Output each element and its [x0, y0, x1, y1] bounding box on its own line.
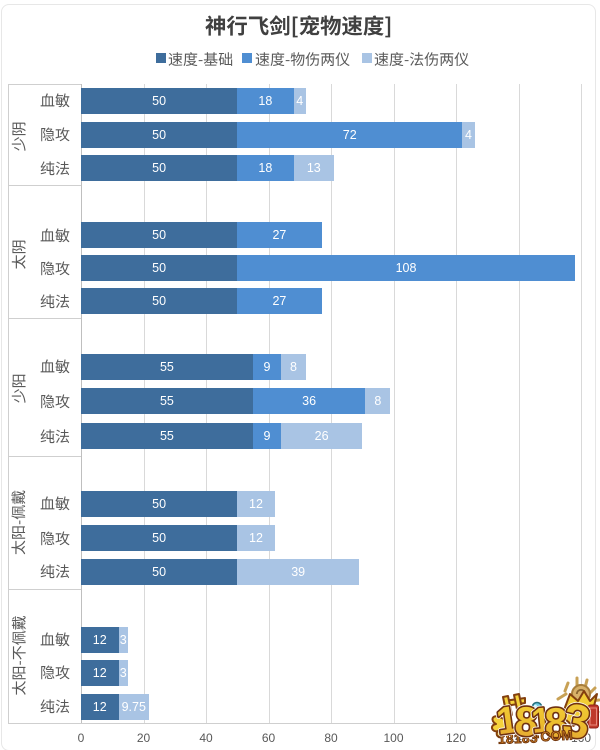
svg-text:8: 8 [514, 698, 539, 745]
svg-text:·COM: ·COM [535, 728, 573, 745]
svg-text:18183: 18183 [498, 730, 539, 746]
svg-text:8: 8 [544, 699, 568, 746]
svg-text:1: 1 [530, 700, 553, 741]
svg-text:8: 8 [514, 698, 539, 745]
svg-text:8: 8 [514, 698, 539, 745]
svg-text:8: 8 [544, 699, 568, 746]
svg-text:8: 8 [544, 699, 568, 746]
